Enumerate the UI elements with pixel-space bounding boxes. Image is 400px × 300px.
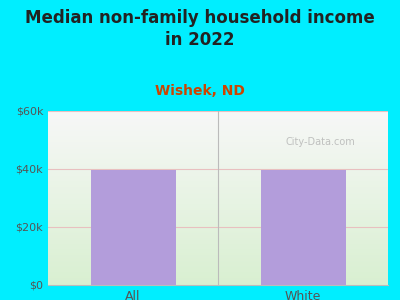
Text: Median non-family household income
in 2022: Median non-family household income in 20… <box>25 9 375 49</box>
Bar <box>260 170 346 285</box>
Text: Wishek, ND: Wishek, ND <box>155 84 245 98</box>
Bar <box>90 170 176 285</box>
Text: City-Data.com: City-Data.com <box>286 137 356 147</box>
